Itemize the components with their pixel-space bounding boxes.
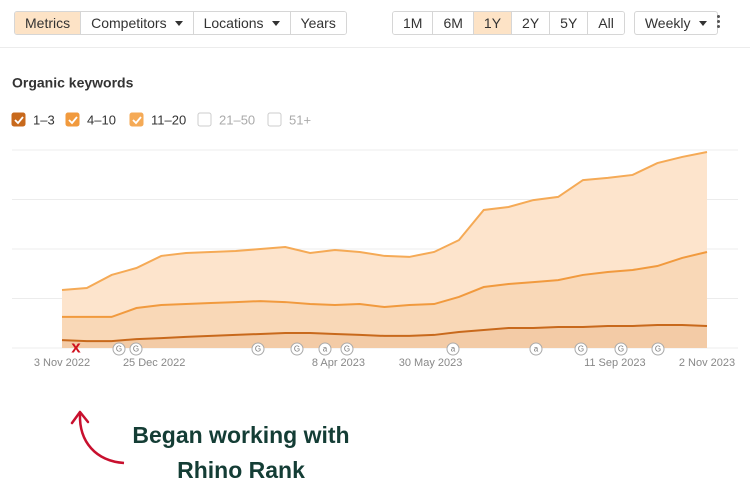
line [61,324,708,343]
legend-checkbox [129,112,144,127]
event-circle [574,342,588,356]
event-circle [318,342,332,356]
arrow [78,413,125,465]
ranges: 1M 6M 1Y 2Y 5Y All [392,11,625,35]
range-button[interactable]: 2Y [511,12,550,34]
event-marker[interactable]: G [614,342,628,356]
check-mark [68,116,78,125]
more-menu[interactable] [717,15,721,30]
event-marker[interactable]: G [251,342,265,356]
tabs: Metrics Competitors Locations Years [14,11,347,35]
legend-item[interactable]: 21–50 [197,112,255,127]
event-circle [614,342,628,356]
x-tick-label: 8 Apr 2023 [312,357,365,369]
legend-label: 1–3 [33,112,55,127]
legend-checkbox [197,112,212,127]
event-marker[interactable]: G [340,342,354,356]
range-button[interactable]: All [587,12,624,34]
event-marker[interactable]: G [574,342,588,356]
event-marker[interactable]: a [529,342,543,356]
x-tick-label: 25 Dec 2022 [123,357,185,369]
range-button[interactable]: 1M [393,12,433,34]
event-circle [290,342,304,356]
event-marker[interactable]: G [112,342,126,356]
legend-item[interactable]: 11–20 [129,112,186,127]
event-label: a [534,345,539,354]
tab[interactable]: Years [289,12,346,34]
caret [271,20,280,26]
range-button[interactable]: 5Y [549,12,588,34]
tab-label: Competitors [91,15,167,31]
legend-label: 11–20 [151,112,186,127]
check-mark [132,116,142,125]
tab[interactable]: Metrics [15,12,81,34]
line [61,150,708,291]
area [62,251,707,342]
legend-checkbox [65,112,80,127]
event-marker[interactable]: a [318,342,332,356]
event-circle [446,342,460,356]
legend-checkbox [267,112,282,127]
x-tick-label: 11 Sep 2023 [584,357,646,369]
legend-label: 51+ [289,112,311,127]
event-label: a [323,345,328,354]
x-tick-label: 30 May 2023 [399,357,463,369]
event-label: G [618,345,624,354]
dot [717,20,720,23]
event-label: G [133,345,139,354]
event-label: G [655,345,661,354]
tab-label: Years [300,15,336,31]
event-marker[interactable]: G [129,342,143,356]
event-circle [112,342,126,356]
interval-dropdown[interactable]: Weekly [633,11,718,35]
tab-group: Metrics Competitors Locations Years [14,11,347,35]
event-label: a [451,345,456,354]
legend-label: 21–50 [219,112,255,127]
legend-label: 4–10 [87,112,116,127]
event-marker[interactable]: G [651,342,665,356]
event-label: G [344,345,350,354]
chart-title: Organic keywords [12,75,134,91]
event-label: G [255,345,261,354]
range-button[interactable]: 1Y [472,12,512,34]
range-button[interactable]: 6M [432,12,473,34]
event-circle [651,342,665,356]
event-circle [129,342,143,356]
arrow-head [70,410,90,425]
tab-label: Metrics [25,15,71,31]
dot [717,15,720,18]
area [62,151,707,317]
interval-label: Weekly [644,15,691,31]
start-marker: x [71,337,81,356]
caret [698,20,707,26]
dot [717,25,720,28]
tab-label: Locations [203,15,264,31]
range-toolbar: 1M 6M 1Y 2Y 5Y All Weekly [392,11,718,35]
tab[interactable]: Locations [192,12,290,34]
divider [0,47,750,48]
event-circle [529,342,543,356]
legend-item[interactable]: 1–3 [11,112,55,127]
annotation-text: Began working with [132,422,349,448]
event-marker[interactable]: G [290,342,304,356]
annotation-text: Rhino Rank [177,457,305,483]
x-tick-label: 3 Nov 2022 [34,357,90,369]
legend-item[interactable]: 4–10 [65,112,116,127]
event-label: G [294,345,300,354]
x-tick-label: 2 Nov 2023 [679,357,735,369]
legend-checkbox [11,112,26,127]
event-circle [251,342,265,356]
legend-item[interactable]: 51+ [267,112,311,127]
line [62,250,708,318]
caret [174,20,183,26]
check-mark [14,116,24,125]
event-circle [340,342,354,356]
event-label: G [116,345,122,354]
event-label: G [578,345,584,354]
tab[interactable]: Competitors [80,12,193,34]
event-marker[interactable]: a [446,342,460,356]
